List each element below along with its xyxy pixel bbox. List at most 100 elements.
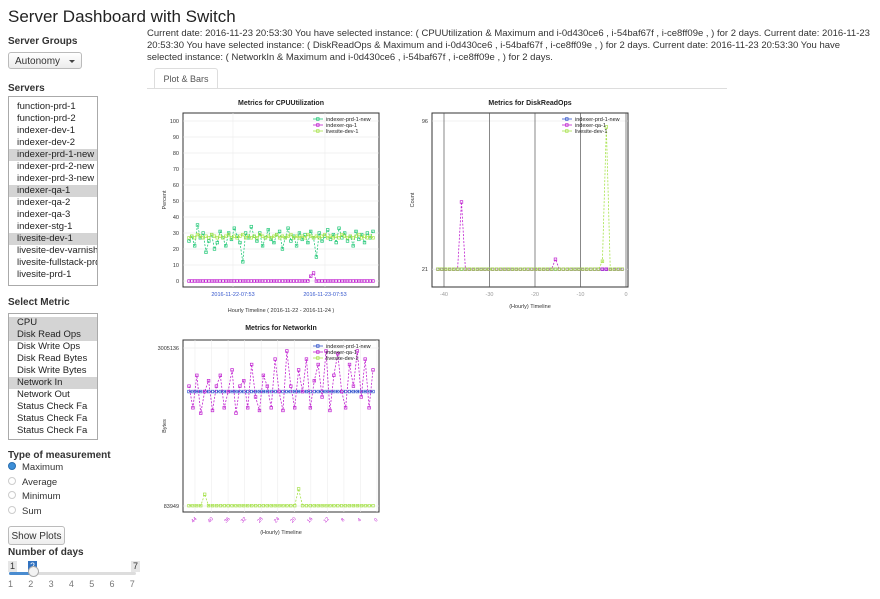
data-point [362,240,367,245]
x-tick-label: -30 [486,292,494,298]
server-group-dropdown[interactable]: Autonomy [8,52,82,69]
data-point [238,504,242,508]
data-point [187,236,191,240]
data-point [359,504,363,508]
server-option[interactable]: indexer-dev-2 [17,137,76,148]
data-point [463,267,468,271]
data-point [306,279,310,283]
data-point [573,267,577,271]
data-point [311,236,316,240]
measurement-radio[interactable]: Minimum [8,490,61,504]
tab-plot-bars[interactable]: Plot & Bars [154,68,218,89]
data-point [328,279,333,283]
server-option[interactable]: function-prd-2 [17,113,76,124]
data-point [479,267,483,271]
server-option[interactable]: indexer-qa-1 [9,185,97,197]
measurement-radio[interactable]: Average [8,476,57,490]
data-point [363,389,367,394]
server-option[interactable]: indexer-stg-1 [17,221,73,232]
server-option[interactable]: livesite-prd-1 [17,269,72,280]
measurement-radio[interactable]: Sum [8,505,42,519]
server-option[interactable]: livesite-fullstack-prd [17,257,97,268]
metric-option[interactable]: Network In [9,377,97,389]
days-slider-track[interactable] [9,572,136,575]
data-point [260,244,265,248]
data-point [585,267,589,271]
data-point [312,504,316,508]
show-plots-button[interactable]: Show Plots [8,526,65,545]
server-option[interactable]: indexer-prd-2-new [17,161,95,172]
data-point [311,271,316,275]
server-option[interactable]: livesite-dev-varnish- [17,245,97,256]
days-slider-min: 1 [8,561,18,572]
data-point [354,229,358,234]
metric-option[interactable]: CPU [9,317,97,329]
data-point [345,236,350,240]
data-point [343,231,347,235]
data-point [331,232,336,237]
metric-option[interactable]: Status Check Fa [17,425,88,436]
data-point [209,232,214,237]
data-point [328,504,332,508]
server-option[interactable]: livesite-dev-1 [9,233,97,245]
slider-tick-label: 1 [8,579,14,589]
measurement-radio[interactable]: Maximum [8,461,63,475]
data-point [204,279,208,283]
data-point [337,236,341,240]
server-option[interactable]: indexer-qa-3 [17,209,71,220]
metric-listbox[interactable]: CPU Disk Read Ops Disk Write Ops Disk Read … [8,313,98,440]
metric-option[interactable]: Status Check Fa [17,401,88,412]
data-point [238,389,242,394]
chart-title: Metrics for CPUUtilization [238,100,324,107]
data-point [241,279,245,283]
y-tick-label: 10 [173,263,179,269]
x-tick-label: 8 [340,517,346,523]
metric-option[interactable]: Disk Write Ops [17,341,81,352]
data-point [440,267,444,271]
data-point [514,267,518,271]
data-point [253,395,258,399]
radio-dot-icon[interactable] [8,462,16,471]
data-point [459,267,464,271]
data-point [249,279,253,283]
y-tick-label: 0 [176,279,179,285]
server-option[interactable]: function-prd-1 [17,101,76,112]
data-point [569,267,573,271]
metric-option[interactable]: Disk Write Bytes [17,365,87,376]
server-option[interactable]: indexer-qa-2 [17,197,71,208]
data-point [581,267,585,271]
metric-option[interactable]: Disk Read Bytes [17,353,88,364]
data-point [475,267,479,271]
legend-marker [316,344,320,348]
legend-marker [565,123,569,127]
measurement-label-text: Sum [22,505,42,517]
data-point [351,389,356,394]
radio-dot-icon[interactable] [8,491,16,500]
data-point [316,389,320,394]
server-option[interactable]: indexer-dev-1 [17,125,76,136]
radio-dot-icon[interactable] [8,476,16,485]
metric-option[interactable]: Disk Read Ops [9,329,97,341]
days-slider-handle[interactable] [28,566,39,577]
data-point [498,267,503,271]
server-option[interactable]: indexer-prd-1-new [9,149,97,161]
data-point [502,267,507,271]
data-point [289,389,293,394]
data-point [510,267,515,271]
data-point [204,234,208,238]
measurement-label-text: Minimum [22,491,61,502]
server-option[interactable]: indexer-prd-3-new [17,173,95,184]
servers-listbox[interactable]: function-prd-1 function-prd-2 indexer-dev-… [8,96,98,286]
data-point [243,231,248,235]
metric-option[interactable]: Status Check Fa [17,413,88,424]
x-axis-label: (Hourly) Timeline [260,530,302,536]
data-point [258,231,262,235]
data-point [351,504,356,508]
data-point [280,247,285,251]
data-point [553,267,558,271]
data-point [444,267,448,271]
radio-dot-icon[interactable] [8,505,16,514]
data-point [368,279,372,283]
metric-option[interactable]: Network Out [17,389,70,400]
